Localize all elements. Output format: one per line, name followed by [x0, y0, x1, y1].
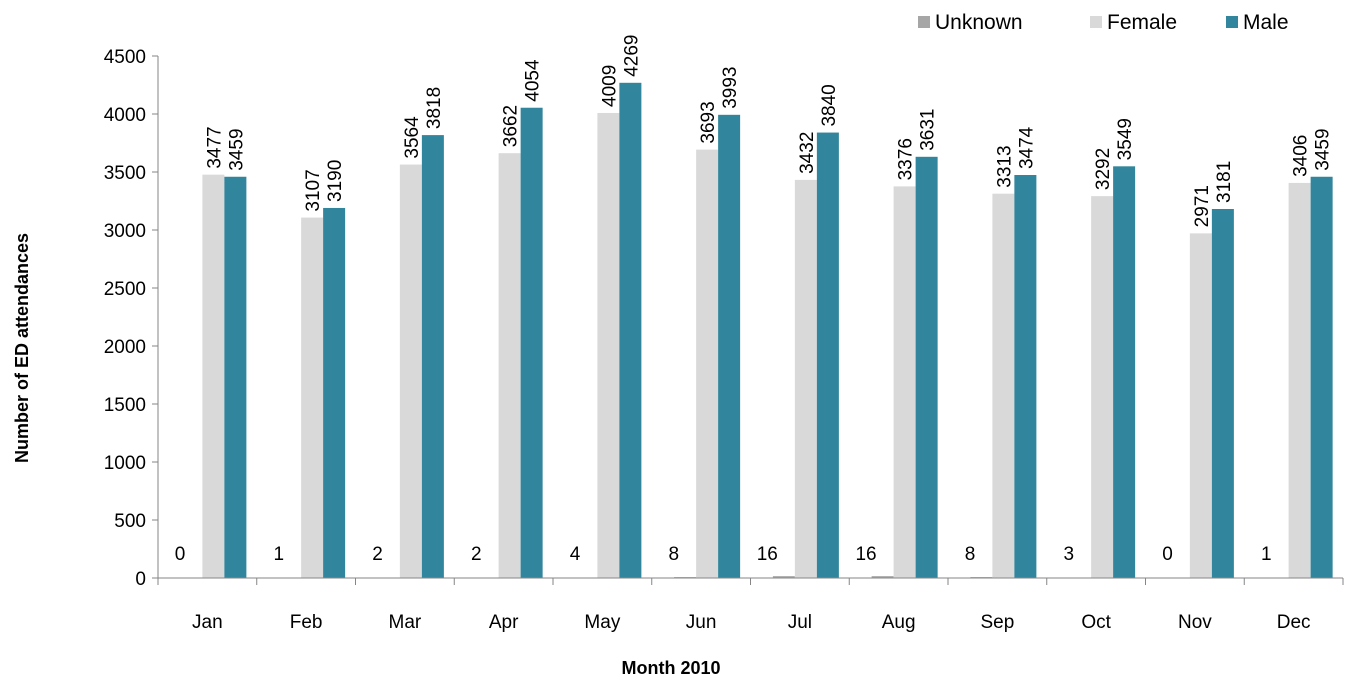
- data-label-male: 3181: [1214, 161, 1235, 203]
- data-label-male: 3459: [226, 128, 247, 170]
- data-label-unknown: 2: [471, 544, 482, 565]
- bar-female: [597, 112, 620, 579]
- y-tick-label: 1000: [104, 453, 146, 474]
- bar-unknown: [772, 576, 795, 578]
- data-label-unknown: 16: [855, 544, 876, 565]
- x-tick-label: Oct: [1081, 612, 1111, 633]
- x-tick-label: Dec: [1277, 612, 1311, 633]
- data-label-unknown: 8: [669, 544, 680, 565]
- axes-layer: 0 500 1000 1500 2000 2500 3000 3500 4000 4500 Jan F…: [104, 47, 1344, 633]
- bar-male: [224, 176, 247, 579]
- bar-male: [718, 114, 741, 578]
- bar-male: [421, 135, 444, 578]
- data-label-male: 3840: [819, 84, 840, 126]
- bar-male: [619, 82, 642, 579]
- data-label-unknown: 3: [1064, 544, 1075, 565]
- bar-male: [1014, 175, 1037, 579]
- data-label-female: 2971: [1192, 185, 1213, 227]
- data-label-female: 3564: [402, 116, 423, 159]
- x-axis-title: Month 2010: [621, 658, 720, 678]
- data-label-female: 4009: [599, 65, 620, 107]
- data-label-female: 3662: [501, 105, 522, 147]
- data-label-female: 3107: [303, 169, 324, 211]
- data-label-female: 3406: [1291, 135, 1312, 177]
- legend-label-unknown: Unknown: [935, 11, 1023, 34]
- x-tick-label: Feb: [290, 612, 323, 633]
- data-label-male: 4054: [523, 59, 544, 102]
- bar-female: [992, 193, 1015, 578]
- data-label-unknown: 0: [1162, 544, 1173, 565]
- y-tick-label: 4000: [104, 105, 146, 126]
- bar-male: [1113, 166, 1136, 579]
- legend-label-male: Male: [1243, 11, 1289, 34]
- bar-unknown: [871, 576, 894, 578]
- x-tick-label: Jul: [788, 612, 812, 633]
- data-label-female: 3313: [994, 145, 1015, 187]
- data-label-unknown: 2: [372, 544, 383, 565]
- bar-female: [1091, 196, 1114, 579]
- bar-female: [696, 149, 719, 578]
- data-label-male: 3474: [1016, 126, 1037, 169]
- y-tick-label: 0: [135, 569, 146, 590]
- legend-swatch-unknown: [918, 16, 930, 28]
- data-label-male: 3993: [720, 67, 741, 109]
- bar-female: [301, 217, 324, 578]
- data-label-unknown: 1: [1261, 544, 1272, 565]
- bar-male: [520, 107, 543, 579]
- data-label-unknown: 0: [175, 544, 186, 565]
- y-axis-title: Number of ED attendances: [12, 233, 32, 463]
- y-tick-label: 2500: [104, 279, 146, 300]
- x-tick-label: Jan: [192, 612, 223, 633]
- bar-female: [202, 174, 225, 578]
- data-label-female: 3693: [698, 101, 719, 143]
- x-tick-label: Jun: [686, 612, 717, 633]
- x-tick-label: Aug: [882, 612, 916, 633]
- x-tick-label: Apr: [489, 612, 519, 633]
- legend-swatch-female: [1090, 16, 1102, 28]
- bar-female: [498, 153, 521, 578]
- data-label-male: 3459: [1313, 128, 1334, 170]
- legend-swatch-male: [1226, 16, 1238, 28]
- bar-male: [323, 207, 346, 578]
- data-label-unknown: 8: [965, 544, 976, 565]
- y-tick-label: 2000: [104, 337, 146, 358]
- data-label-unknown: 16: [757, 544, 778, 565]
- bars-layer: [202, 82, 1333, 579]
- x-tick-label: Nov: [1178, 612, 1212, 633]
- data-label-male: 3818: [424, 87, 445, 129]
- data-label-male: 3190: [325, 160, 346, 202]
- bar-male: [816, 132, 839, 578]
- bar-female: [893, 186, 916, 578]
- data-label-male: 3631: [918, 109, 939, 151]
- y-tick-label: 4500: [104, 47, 146, 68]
- data-label-female: 3376: [896, 138, 917, 180]
- y-tick-label: 3500: [104, 163, 146, 184]
- y-tick-label: 1500: [104, 395, 146, 416]
- y-tick-label: 500: [114, 511, 146, 532]
- bar-female: [1189, 233, 1212, 578]
- data-label-male: 3549: [1115, 118, 1136, 160]
- data-label-unknown: 4: [570, 544, 581, 565]
- bar-male: [915, 156, 938, 578]
- legend-label-female: Female: [1107, 11, 1177, 34]
- x-tick-label: Mar: [389, 612, 422, 633]
- bar-female: [399, 164, 422, 579]
- data-label-female: 3477: [204, 126, 225, 168]
- y-tick-label: 3000: [104, 221, 146, 242]
- bar-female: [1288, 182, 1311, 579]
- bar-female: [794, 179, 817, 578]
- data-label-female: 3292: [1093, 148, 1114, 190]
- bar-male: [1211, 209, 1234, 578]
- bar-male: [1310, 176, 1333, 579]
- x-tick-label: Sep: [980, 612, 1014, 633]
- data-label-female: 3432: [797, 132, 818, 174]
- x-tick-label: May: [584, 612, 620, 633]
- legend: Unknown Female Male: [918, 11, 1289, 34]
- data-label-male: 4269: [621, 35, 642, 77]
- data-label-unknown: 1: [274, 544, 285, 565]
